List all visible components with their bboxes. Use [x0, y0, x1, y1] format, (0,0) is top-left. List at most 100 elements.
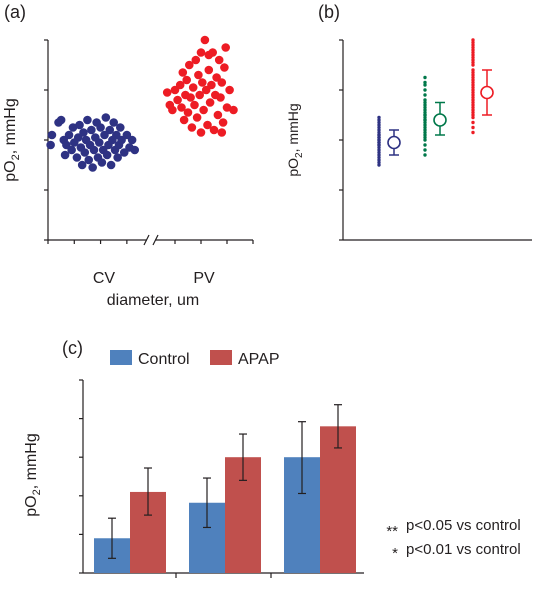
panel-b-point-pv — [471, 55, 475, 60]
panel-b-point-cv — [377, 135, 381, 140]
panel-b-point-pv — [471, 103, 475, 107]
panel-b-point-pv — [471, 48, 475, 52]
panel-a-point-pv — [196, 128, 206, 137]
panel-b-point-cv — [377, 130, 381, 135]
panel-b-point-cv — [377, 140, 381, 145]
panel-a-point-cv — [80, 148, 90, 157]
legend-label-control: Control — [138, 351, 190, 368]
panel-b-point-pv — [471, 93, 475, 97]
panel-b-point-s — [423, 80, 427, 85]
panel-b-point-cv — [377, 153, 381, 157]
panel-a-point-cv — [127, 135, 137, 145]
panel-a-point-cv — [89, 145, 99, 155]
panel-a-point-cv — [60, 150, 70, 160]
panel-b-point-cv — [377, 160, 381, 165]
panel-b-point-pv — [471, 50, 475, 55]
panel-a-point-cv — [87, 125, 96, 135]
panel-a-point-pv — [183, 108, 193, 117]
panel-b-point-s — [423, 153, 427, 157]
panel-a-point-cv — [75, 120, 84, 130]
panel-a-point-pv — [225, 85, 234, 95]
panel-b-point-cv — [377, 138, 381, 142]
panel-b-point-s — [423, 108, 427, 112]
panel-a-point-cv — [102, 150, 112, 160]
panel-b-point-s — [423, 93, 427, 97]
panel-b-dotplot: (b) pO2, mmHg — [285, 2, 532, 241]
panel-a-axis-break-mark — [143, 234, 150, 246]
footnotes: ** p<0.05 vs control * p<0.01 vs control — [386, 517, 520, 562]
panel-b-point-cv — [377, 125, 381, 130]
panel-a-points — [46, 35, 238, 172]
panel-b-point-cv — [377, 148, 381, 152]
panel-a-point-pv — [194, 70, 203, 80]
panel-b-point-pv — [471, 110, 475, 115]
panel-b-point-pv — [471, 98, 475, 102]
panel-b-point-pv — [471, 40, 475, 45]
panel-b-point-pv — [471, 120, 475, 125]
panel-b-point-cv — [377, 115, 381, 120]
panel-b-point-pv — [471, 105, 475, 110]
panel-b-point-s — [423, 103, 427, 107]
panel-a-point-cv — [101, 113, 111, 122]
panel-a-point-cv — [88, 163, 97, 172]
panel-a-y-axis-label: pO2, mmHg — [2, 98, 22, 181]
panel-c-bar-apap — [320, 426, 356, 573]
panel-b-point-pv — [471, 113, 475, 117]
panel-a-point-cv — [97, 158, 107, 167]
panel-b-point-pv — [471, 130, 475, 135]
footnote-text-1: p<0.05 vs control — [406, 517, 521, 534]
panel-b-point-cv — [377, 123, 381, 127]
panel-a-point-pv — [205, 98, 215, 107]
panel-b-point-pv — [471, 95, 475, 100]
panel-b-point-s — [423, 113, 427, 117]
panel-b-point-s — [423, 88, 427, 92]
panel-b-point-s — [423, 135, 427, 140]
panel-b-point-cv — [377, 158, 381, 162]
panel-a-point-cv — [72, 153, 82, 162]
panel-a-point-cv — [77, 160, 87, 170]
panel-b-point-s — [423, 130, 427, 135]
panel-b-points — [377, 38, 494, 167]
panel-b-mean-marker-cv — [387, 135, 401, 150]
panel-a-point-pv — [185, 60, 194, 70]
panel-b-point-s — [423, 75, 427, 80]
panel-a-point-cv — [106, 160, 116, 170]
panel-b-point-cv — [377, 120, 381, 125]
panel-b-point-pv — [471, 100, 475, 105]
panel-a-point-pv — [199, 105, 208, 115]
panel-a-group-label-cv: CV — [93, 270, 116, 287]
panel-a-point-cv — [83, 115, 92, 125]
panel-a-point-pv — [204, 50, 214, 60]
panel-a-point-pv — [221, 43, 230, 52]
panel-b-label: (b) — [318, 2, 340, 22]
footnote-mark-1: ** — [386, 523, 398, 540]
panel-b-point-s — [423, 110, 427, 115]
legend-swatch-control — [110, 350, 132, 365]
panel-a-point-pv — [218, 118, 228, 127]
panel-c-bar-chart: (c) Control APAP pO2, mmHg ** p<0.05 vs … — [23, 338, 521, 578]
panel-a-point-pv — [187, 123, 197, 132]
panel-a-point-pv — [196, 48, 206, 57]
panel-b-point-cv — [377, 133, 381, 137]
panel-b-point-pv — [471, 83, 475, 87]
panel-a-point-pv — [168, 105, 177, 115]
panel-a-point-cv — [67, 145, 76, 155]
panel-b-point-pv — [471, 63, 475, 67]
panel-b-point-cv — [377, 128, 381, 132]
panel-a-point-pv — [209, 125, 219, 135]
panel-a-point-pv — [229, 105, 238, 115]
panel-b-point-pv — [471, 80, 475, 85]
panel-a-axis-break-mark — [152, 234, 159, 246]
panel-b-point-pv — [471, 125, 475, 130]
panel-a-axis-break-gap — [147, 235, 155, 245]
panel-b-point-s — [423, 123, 427, 127]
panel-b-point-cv — [377, 143, 381, 147]
panel-b-point-pv — [471, 115, 475, 120]
panel-a-point-pv — [217, 128, 227, 137]
panel-a-point-pv — [204, 65, 214, 75]
panel-c-y-axis-label: pO2, mmHg — [23, 433, 43, 516]
panel-b-point-pv — [471, 60, 475, 65]
panel-b-point-s — [423, 105, 427, 110]
panel-b-point-s — [423, 83, 427, 87]
panel-a-point-pv — [173, 95, 182, 105]
